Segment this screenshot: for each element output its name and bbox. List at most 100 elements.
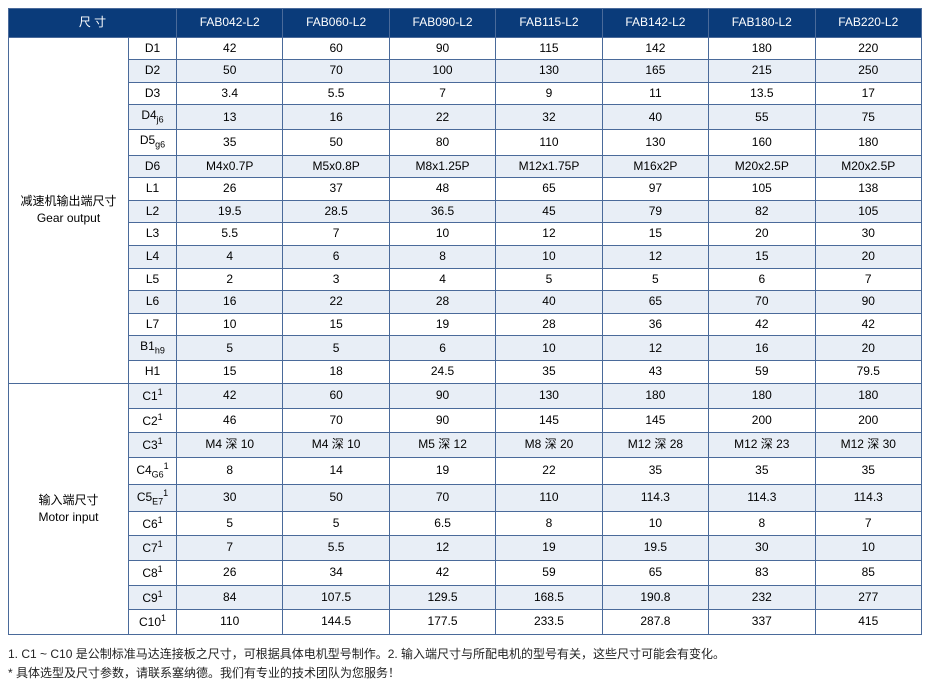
data-cell: M12x1.75P <box>496 155 602 178</box>
param-label: L7 <box>129 313 177 336</box>
data-cell: 5.5 <box>283 536 389 561</box>
param-label: C61 <box>129 511 177 536</box>
param-label: C101 <box>129 610 177 635</box>
footnote-line: * 具体选型及尺寸参数，请联系塞纳德。我们有专业的技术团队为您服务！ <box>8 664 922 683</box>
data-cell: 13.5 <box>709 82 815 105</box>
data-cell: 79 <box>602 200 708 223</box>
dim-label: 尺 寸 <box>9 9 177 38</box>
data-cell: 70 <box>283 408 389 433</box>
data-cell: 35 <box>709 457 815 484</box>
data-cell: 15 <box>709 245 815 268</box>
model-header: FAB090-L2 <box>389 9 495 38</box>
data-cell: 15 <box>177 361 283 384</box>
table-row: D25070100130165215250 <box>9 60 922 83</box>
data-cell: 7 <box>177 536 283 561</box>
param-label: C5E71 <box>129 484 177 511</box>
group-label: 减速机输出端尺寸Gear output <box>9 37 129 383</box>
data-cell: 4 <box>177 245 283 268</box>
data-cell: 40 <box>496 291 602 314</box>
table-row: C8126344259658385 <box>9 561 922 586</box>
data-cell: 70 <box>709 291 815 314</box>
data-cell: 3.4 <box>177 82 283 105</box>
data-cell: 16 <box>283 105 389 130</box>
data-cell: 190.8 <box>602 585 708 610</box>
data-cell: 19 <box>389 457 495 484</box>
model-header: FAB115-L2 <box>496 9 602 38</box>
param-label: L1 <box>129 178 177 201</box>
param-label: C21 <box>129 408 177 433</box>
param-label: L5 <box>129 268 177 291</box>
data-cell: 5 <box>602 268 708 291</box>
data-cell: 34 <box>283 561 389 586</box>
data-cell: 105 <box>815 200 921 223</box>
data-cell: M12 深 23 <box>709 433 815 458</box>
data-cell: 14 <box>283 457 389 484</box>
data-cell: 50 <box>283 130 389 155</box>
data-cell: M5 深 12 <box>389 433 495 458</box>
data-cell: M12 深 28 <box>602 433 708 458</box>
data-cell: 180 <box>815 383 921 408</box>
data-cell: 75 <box>815 105 921 130</box>
data-cell: M4 深 10 <box>283 433 389 458</box>
data-cell: 6 <box>709 268 815 291</box>
data-cell: 97 <box>602 178 708 201</box>
data-cell: 5 <box>177 336 283 361</box>
data-cell: 129.5 <box>389 585 495 610</box>
data-cell: 50 <box>177 60 283 83</box>
table-row: L52345567 <box>9 268 922 291</box>
data-cell: 20 <box>815 336 921 361</box>
data-cell: 90 <box>389 408 495 433</box>
param-label: L4 <box>129 245 177 268</box>
data-cell: 36.5 <box>389 200 495 223</box>
data-cell: 6.5 <box>389 511 495 536</box>
table-row: L219.528.536.5457982105 <box>9 200 922 223</box>
data-cell: 43 <box>602 361 708 384</box>
data-cell: 55 <box>709 105 815 130</box>
data-cell: 145 <box>496 408 602 433</box>
data-cell: 28.5 <box>283 200 389 223</box>
data-cell: 3 <box>283 268 389 291</box>
data-cell: 80 <box>389 130 495 155</box>
data-cell: 17 <box>815 82 921 105</box>
data-cell: 180 <box>602 383 708 408</box>
table-row: 输入端尺寸Motor inputC11426090130180180180 <box>9 383 922 408</box>
table-row: L446810121520 <box>9 245 922 268</box>
table-row: L35.571012152030 <box>9 223 922 246</box>
data-cell: 13 <box>177 105 283 130</box>
model-header: FAB220-L2 <box>815 9 921 38</box>
data-cell: 110 <box>496 484 602 511</box>
data-cell: 180 <box>709 383 815 408</box>
data-cell: 165 <box>602 60 708 83</box>
footnotes: 1. C1 ~ C10 是公制标准马达连接板之尺寸，可根据具体电机型号制作。2.… <box>8 645 922 683</box>
data-cell: 6 <box>389 336 495 361</box>
data-cell: 30 <box>815 223 921 246</box>
data-cell: 65 <box>602 561 708 586</box>
data-cell: 19 <box>496 536 602 561</box>
param-label: D1 <box>129 37 177 60</box>
data-cell: 180 <box>709 37 815 60</box>
data-cell: 42 <box>177 37 283 60</box>
data-cell: 115 <box>496 37 602 60</box>
table-row: D6M4x0.7PM5x0.8PM8x1.25PM12x1.75PM16x2PM… <box>9 155 922 178</box>
data-cell: 28 <box>389 291 495 314</box>
data-cell: 4 <box>389 268 495 291</box>
data-cell: 287.8 <box>602 610 708 635</box>
table-row: C101110144.5177.5233.5287.8337415 <box>9 610 922 635</box>
data-cell: 15 <box>283 313 389 336</box>
data-cell: 37 <box>283 178 389 201</box>
param-label: D5g6 <box>129 130 177 155</box>
data-cell: 11 <box>602 82 708 105</box>
data-cell: 83 <box>709 561 815 586</box>
table-row: L616222840657090 <box>9 291 922 314</box>
data-cell: 142 <box>602 37 708 60</box>
data-cell: 48 <box>389 178 495 201</box>
data-cell: 200 <box>815 408 921 433</box>
data-cell: 42 <box>177 383 283 408</box>
data-cell: 105 <box>709 178 815 201</box>
data-cell: 160 <box>709 130 815 155</box>
data-cell: 144.5 <box>283 610 389 635</box>
data-cell: 82 <box>709 200 815 223</box>
table-row: C61556.581087 <box>9 511 922 536</box>
data-cell: 19.5 <box>177 200 283 223</box>
table-row: B1h955610121620 <box>9 336 922 361</box>
